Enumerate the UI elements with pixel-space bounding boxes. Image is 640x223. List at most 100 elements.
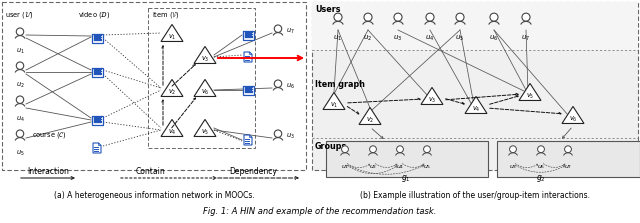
Text: $v_2$: $v_2$ (366, 115, 374, 125)
Text: course ($\mathcal{C}$): course ($\mathcal{C}$) (32, 130, 67, 140)
FancyBboxPatch shape (252, 91, 253, 93)
FancyBboxPatch shape (243, 86, 244, 87)
Circle shape (16, 62, 24, 69)
Polygon shape (194, 46, 216, 64)
Text: $u_1$: $u_1$ (15, 47, 24, 56)
Text: Item graph: Item graph (315, 80, 365, 89)
Text: Interaction: Interaction (27, 167, 69, 176)
Text: $u_5$: $u_5$ (456, 34, 465, 43)
FancyBboxPatch shape (92, 37, 93, 38)
FancyBboxPatch shape (252, 86, 253, 87)
Polygon shape (194, 79, 216, 97)
Text: $v_5$: $v_5$ (201, 127, 209, 137)
FancyBboxPatch shape (93, 69, 100, 75)
Circle shape (334, 13, 342, 21)
Text: $v_4$: $v_4$ (168, 127, 176, 137)
Text: $u_2$: $u_2$ (369, 163, 377, 171)
Text: $v_5$: $v_5$ (526, 91, 534, 101)
Text: $u_2$: $u_2$ (15, 81, 24, 90)
Polygon shape (161, 79, 183, 97)
FancyBboxPatch shape (497, 141, 640, 177)
Text: $u_7$: $u_7$ (522, 34, 531, 43)
FancyBboxPatch shape (92, 73, 93, 75)
FancyBboxPatch shape (101, 68, 102, 70)
Text: $g_1$: $g_1$ (401, 173, 411, 184)
Text: video ($\mathcal{D}$): video ($\mathcal{D}$) (78, 10, 110, 20)
Text: $u_4$: $u_4$ (15, 115, 24, 124)
Circle shape (538, 146, 545, 153)
FancyBboxPatch shape (244, 87, 252, 93)
Text: $u_6$: $u_6$ (490, 34, 499, 43)
FancyBboxPatch shape (148, 8, 255, 148)
Polygon shape (421, 87, 443, 105)
Circle shape (456, 13, 464, 21)
Text: $u_4$: $u_4$ (426, 34, 435, 43)
FancyBboxPatch shape (92, 68, 93, 70)
Polygon shape (562, 106, 584, 124)
Polygon shape (99, 143, 101, 145)
Text: (b) Example illustration of the user/group-item interactions.: (b) Example illustration of the user/gro… (360, 191, 590, 200)
Circle shape (424, 146, 431, 153)
FancyBboxPatch shape (93, 117, 100, 123)
Text: Users: Users (315, 5, 340, 14)
FancyBboxPatch shape (101, 70, 102, 72)
Circle shape (275, 25, 282, 32)
Circle shape (16, 28, 24, 35)
FancyBboxPatch shape (243, 85, 253, 95)
FancyBboxPatch shape (243, 36, 244, 38)
FancyBboxPatch shape (101, 73, 102, 75)
Text: $u_4$: $u_4$ (396, 163, 404, 171)
FancyBboxPatch shape (2, 2, 306, 170)
FancyBboxPatch shape (252, 33, 253, 35)
Polygon shape (359, 107, 381, 124)
Text: $v_3$: $v_3$ (201, 54, 209, 64)
Polygon shape (161, 120, 183, 136)
Polygon shape (244, 135, 252, 145)
Text: $v_4$: $v_4$ (472, 104, 480, 114)
Text: $u_5$: $u_5$ (423, 163, 431, 171)
FancyBboxPatch shape (92, 116, 102, 124)
Text: Groups: Groups (315, 142, 348, 151)
Text: $u_7$: $u_7$ (286, 26, 294, 36)
FancyBboxPatch shape (101, 118, 102, 120)
Circle shape (275, 80, 282, 87)
Circle shape (364, 13, 372, 21)
FancyBboxPatch shape (252, 31, 253, 33)
Circle shape (397, 146, 403, 153)
Polygon shape (323, 92, 345, 109)
Text: $v_1$: $v_1$ (168, 32, 176, 42)
Polygon shape (194, 120, 216, 136)
FancyBboxPatch shape (92, 33, 102, 43)
Text: $u_6$: $u_6$ (286, 81, 295, 91)
FancyBboxPatch shape (243, 91, 244, 93)
FancyBboxPatch shape (101, 121, 102, 123)
Text: $v_1$: $v_1$ (330, 100, 339, 109)
Text: $v_2$: $v_2$ (168, 87, 176, 97)
FancyBboxPatch shape (101, 39, 102, 41)
FancyBboxPatch shape (312, 2, 638, 170)
Circle shape (426, 13, 434, 21)
Circle shape (522, 13, 530, 21)
Text: $u_2$: $u_2$ (364, 34, 372, 43)
Polygon shape (161, 25, 183, 41)
FancyBboxPatch shape (92, 68, 102, 76)
FancyBboxPatch shape (244, 32, 252, 38)
Text: user ($\mathcal{U}$): user ($\mathcal{U}$) (5, 10, 33, 20)
FancyBboxPatch shape (92, 39, 93, 41)
FancyBboxPatch shape (326, 141, 488, 177)
Circle shape (490, 13, 498, 21)
FancyBboxPatch shape (93, 35, 100, 41)
FancyBboxPatch shape (92, 118, 93, 120)
FancyBboxPatch shape (101, 116, 102, 118)
FancyBboxPatch shape (243, 89, 244, 90)
Text: (a) A heterogeneous information network in MOOCs.: (a) A heterogeneous information network … (54, 191, 254, 200)
Circle shape (275, 130, 282, 137)
FancyBboxPatch shape (92, 121, 93, 123)
Text: $v_6$: $v_6$ (201, 87, 209, 97)
Polygon shape (519, 83, 541, 101)
Text: $u_5$: $u_5$ (16, 149, 24, 158)
Polygon shape (93, 143, 101, 153)
Text: $g_2$: $g_2$ (536, 173, 546, 184)
FancyBboxPatch shape (101, 37, 102, 38)
Circle shape (369, 146, 376, 153)
